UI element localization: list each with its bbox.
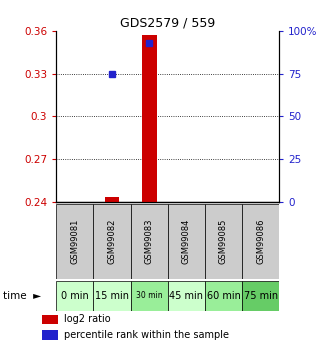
Bar xyxy=(93,281,131,310)
Text: 0 min: 0 min xyxy=(61,291,89,301)
Text: 60 min: 60 min xyxy=(206,291,240,301)
Text: 75 min: 75 min xyxy=(244,291,278,301)
Title: GDS2579 / 559: GDS2579 / 559 xyxy=(120,17,215,30)
Text: time  ►: time ► xyxy=(3,291,41,301)
Bar xyxy=(42,330,58,340)
Text: GSM99083: GSM99083 xyxy=(145,219,154,264)
Text: 30 min: 30 min xyxy=(136,291,162,300)
Bar xyxy=(42,315,58,324)
Text: GSM99085: GSM99085 xyxy=(219,219,228,264)
Text: 45 min: 45 min xyxy=(169,291,203,301)
Bar xyxy=(131,281,168,310)
Text: GSM99082: GSM99082 xyxy=(108,219,117,264)
Bar xyxy=(56,281,93,310)
Bar xyxy=(105,197,119,202)
Text: GSM99081: GSM99081 xyxy=(70,219,79,264)
Bar xyxy=(131,204,168,279)
Text: 15 min: 15 min xyxy=(95,291,129,301)
Bar xyxy=(93,204,131,279)
Bar xyxy=(242,281,279,310)
Text: log2 ratio: log2 ratio xyxy=(64,315,111,324)
Text: GSM99086: GSM99086 xyxy=(256,219,265,264)
Text: percentile rank within the sample: percentile rank within the sample xyxy=(64,330,229,340)
Bar xyxy=(142,35,157,202)
Bar xyxy=(168,281,205,310)
Bar xyxy=(205,204,242,279)
Bar xyxy=(168,204,205,279)
Bar xyxy=(242,204,279,279)
Text: GSM99084: GSM99084 xyxy=(182,219,191,264)
Bar xyxy=(205,281,242,310)
Bar xyxy=(56,204,93,279)
